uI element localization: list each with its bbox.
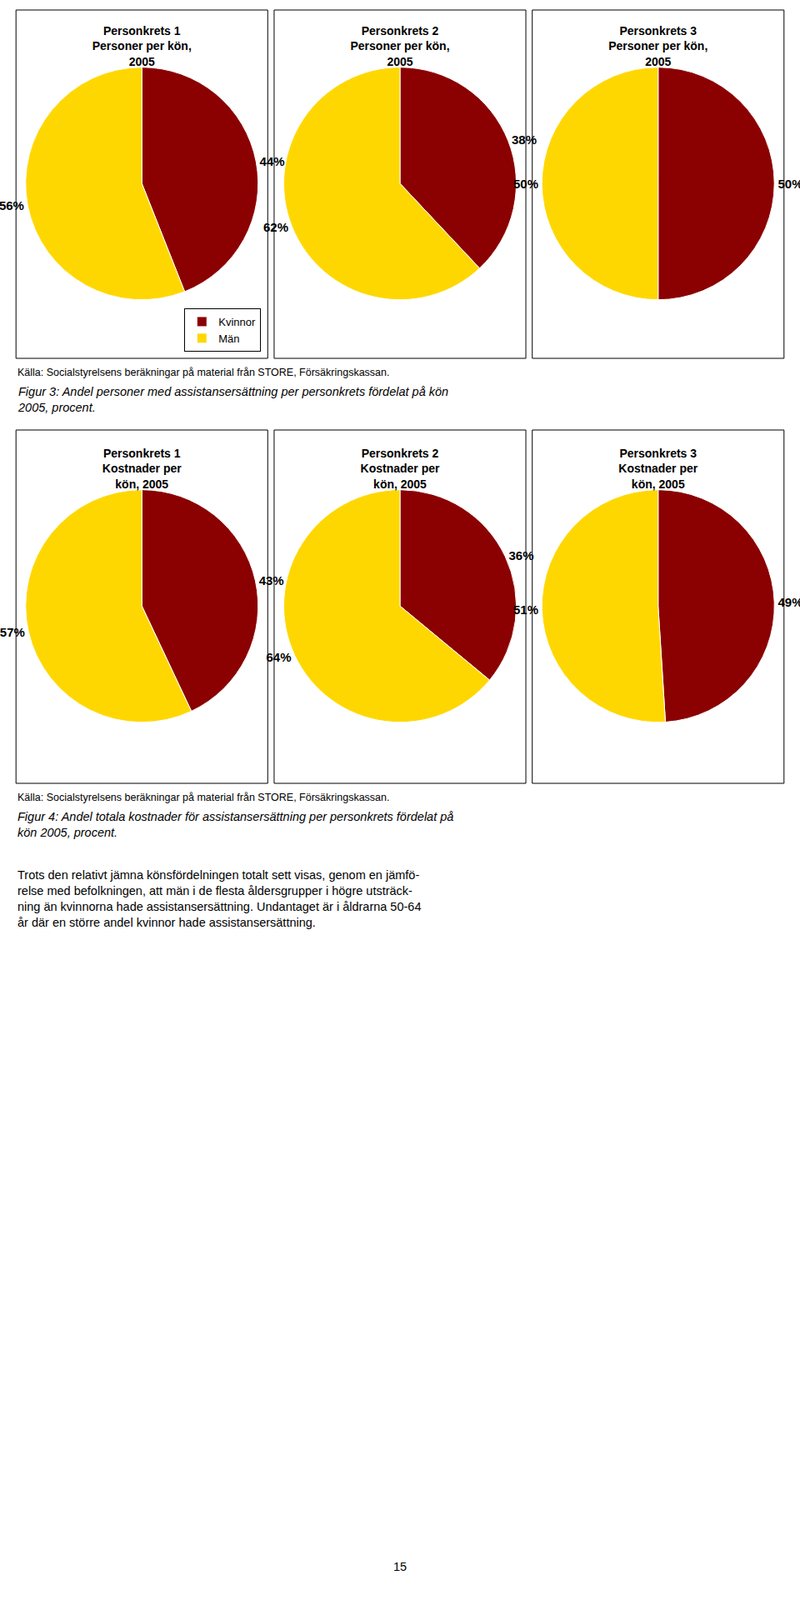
svg-text:57%: 57% [0,625,25,640]
svg-text:36%: 36% [508,548,534,563]
svg-text:64%: 64% [265,650,291,665]
svg-text:Personkrets 2Kostnader perkön,: Personkrets 2Kostnader perkön, 2005 [360,446,440,490]
svg-text:44%: 44% [260,154,285,169]
svg-text:56%: 56% [0,198,25,213]
svg-text:Figur 4: Andel totala kostnade: Figur 4: Andel totala kostnader för assi… [17,810,454,840]
svg-text:Personkrets 2Personer per kön,: Personkrets 2Personer per kön,2005 [350,24,450,68]
svg-text:43%: 43% [259,573,285,588]
svg-text:49%: 49% [777,595,800,610]
svg-text:62%: 62% [263,220,289,235]
svg-text:38%: 38% [511,132,537,147]
svg-text:15: 15 [393,1560,407,1574]
svg-text:Män: Män [218,332,240,345]
svg-text:Källa: Socialstyrelsens beräkn: Källa: Socialstyrelsens beräkningar på m… [17,366,390,379]
svg-text:50%: 50% [778,176,800,191]
svg-text:Trots den relativt jämna könsf: Trots den relativt jämna könsfördelninge… [17,868,421,930]
svg-text:Källa: Socialstyrelsens beräkn: Källa: Socialstyrelsens beräkningar på m… [17,791,390,804]
svg-text:Personkrets 3Personer per kön,: Personkrets 3Personer per kön,2005 [608,24,708,68]
svg-text:Personkrets 3Kostnader perkön,: Personkrets 3Kostnader perkön, 2005 [618,446,698,490]
svg-text:Figur 3: Andel personer med as: Figur 3: Andel personer med assistansers… [17,385,449,415]
svg-text:50%: 50% [513,176,539,191]
svg-text:Kvinnor: Kvinnor [218,315,256,329]
svg-text:Personkrets 1Kostnader perkön,: Personkrets 1Kostnader perkön, 2005 [102,446,182,490]
svg-text:Personkrets 1Personer per kön,: Personkrets 1Personer per kön,2005 [92,24,192,68]
svg-text:51%: 51% [513,602,539,617]
